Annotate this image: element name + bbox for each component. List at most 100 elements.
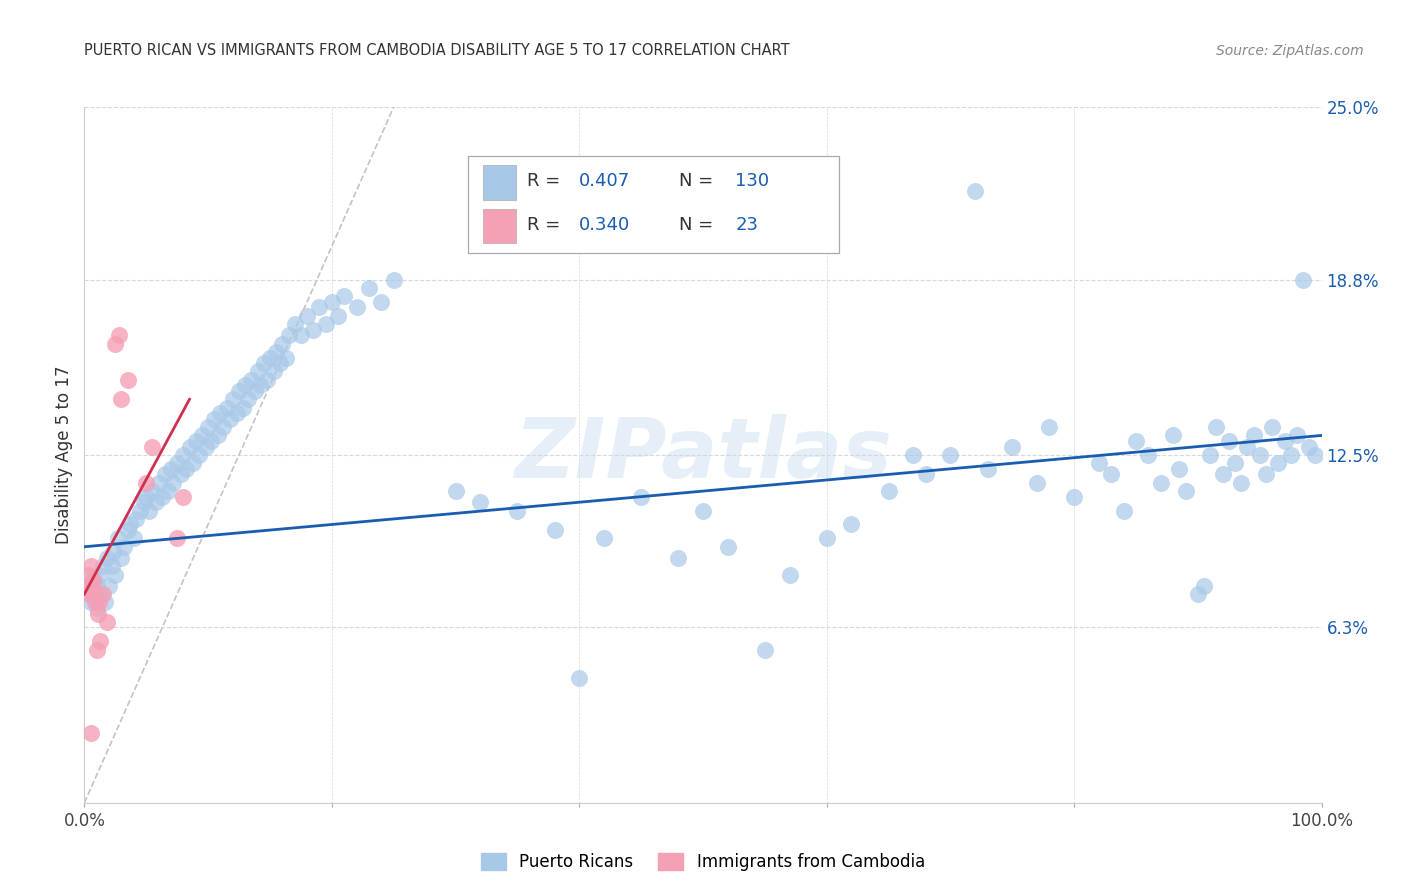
Point: [79, 726, 101, 740]
Point: [506, 503, 529, 517]
Point: [976, 462, 998, 476]
Point: [877, 484, 900, 499]
Point: [82, 587, 104, 601]
Point: [326, 309, 349, 323]
Point: [77, 567, 100, 582]
Point: [184, 434, 207, 448]
Point: [233, 378, 256, 392]
Point: [277, 328, 299, 343]
Point: [717, 540, 740, 554]
Point: [179, 440, 201, 454]
Point: [89, 587, 111, 601]
Point: [135, 475, 157, 490]
Point: [1261, 420, 1284, 434]
Point: [172, 448, 194, 462]
Point: [246, 364, 269, 378]
Point: [271, 336, 294, 351]
Point: [141, 440, 163, 454]
Point: [162, 475, 184, 490]
Point: [153, 467, 176, 482]
Point: [666, 550, 689, 565]
Point: [86, 601, 108, 615]
Point: [83, 587, 105, 601]
Point: [200, 434, 222, 448]
Point: [1305, 448, 1327, 462]
Point: [321, 294, 343, 309]
Point: [79, 559, 101, 574]
Point: [692, 503, 714, 517]
Point: [108, 328, 131, 343]
Point: [1063, 490, 1085, 504]
Point: [1298, 440, 1320, 454]
Point: [965, 184, 987, 198]
Point: [172, 490, 194, 504]
Point: [91, 559, 114, 574]
Point: [166, 532, 188, 546]
Point: [101, 545, 124, 559]
Point: [1150, 475, 1173, 490]
Point: [470, 495, 492, 509]
Point: [122, 532, 145, 546]
Point: [333, 289, 356, 303]
Point: [91, 587, 114, 601]
Point: [207, 428, 229, 442]
Point: [1285, 428, 1308, 442]
Point: [160, 462, 183, 476]
Text: Source: ZipAtlas.com: Source: ZipAtlas.com: [1216, 44, 1364, 58]
Point: [914, 467, 936, 482]
Point: [225, 406, 247, 420]
Point: [1125, 434, 1147, 448]
Point: [593, 532, 616, 546]
Point: [263, 364, 285, 378]
Point: [197, 420, 219, 434]
Point: [148, 475, 170, 490]
Point: [253, 356, 276, 370]
Point: [96, 615, 118, 629]
Point: [79, 587, 101, 601]
Point: [80, 579, 103, 593]
Point: [129, 503, 152, 517]
Point: [110, 550, 132, 565]
Point: [444, 484, 467, 499]
Point: [264, 345, 287, 359]
Point: [290, 328, 312, 343]
Point: [243, 384, 266, 398]
Point: [219, 411, 242, 425]
Point: [228, 384, 250, 398]
Point: [1292, 272, 1315, 286]
Point: [1243, 428, 1265, 442]
Legend: Puerto Ricans, Immigrants from Cambodia: Puerto Ricans, Immigrants from Cambodia: [474, 847, 932, 878]
Point: [150, 490, 173, 504]
Point: [1212, 467, 1234, 482]
Point: [174, 462, 197, 476]
Y-axis label: Disability Age 5 to 17: Disability Age 5 to 17: [55, 366, 73, 544]
Point: [259, 351, 281, 365]
Point: [284, 317, 307, 331]
Point: [194, 440, 217, 454]
Point: [568, 671, 591, 685]
Point: [1161, 428, 1184, 442]
Point: [1001, 440, 1024, 454]
Point: [274, 351, 297, 365]
Point: [357, 281, 380, 295]
Point: [240, 373, 263, 387]
Point: [295, 309, 318, 323]
Point: [256, 373, 278, 387]
Point: [104, 336, 127, 351]
Point: [1088, 456, 1111, 470]
Point: [84, 595, 107, 609]
Point: [939, 448, 962, 462]
Point: [166, 456, 188, 470]
Text: PUERTO RICAN VS IMMIGRANTS FROM CAMBODIA DISABILITY AGE 5 TO 17 CORRELATION CHAR: PUERTO RICAN VS IMMIGRANTS FROM CAMBODIA…: [84, 43, 790, 58]
Point: [202, 411, 225, 425]
Point: [1274, 434, 1296, 448]
Point: [89, 595, 111, 609]
Point: [1205, 420, 1227, 434]
Point: [107, 532, 129, 546]
Point: [1236, 440, 1258, 454]
Point: [77, 579, 100, 593]
Point: [100, 559, 122, 574]
Point: [236, 392, 259, 407]
Point: [191, 428, 214, 442]
Point: [135, 490, 157, 504]
